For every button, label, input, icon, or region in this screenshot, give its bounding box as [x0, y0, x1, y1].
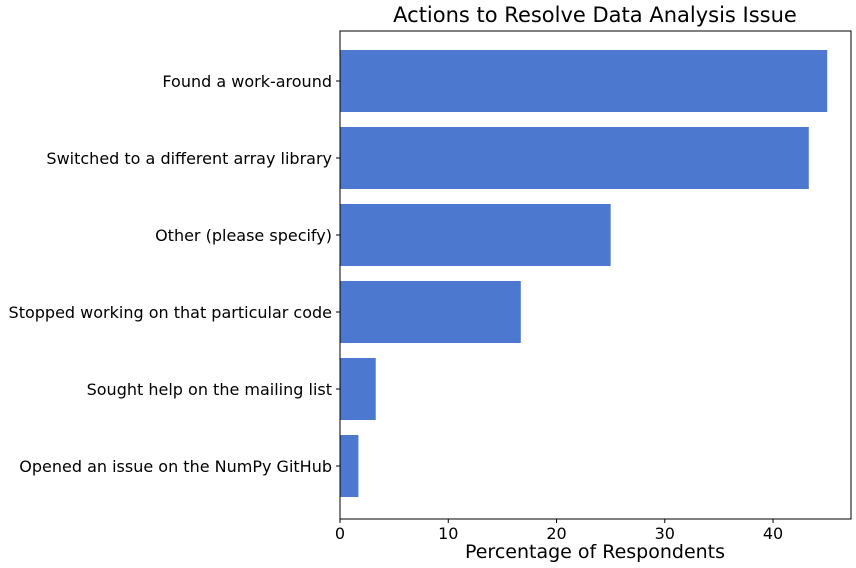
bar [340, 358, 376, 420]
x-axis-title: Percentage of Respondents [465, 541, 725, 563]
category-label: Switched to a different array library [46, 149, 332, 168]
category-label: Sought help on the mailing list [87, 380, 332, 399]
bar [340, 281, 521, 343]
chart-title: Actions to Resolve Data Analysis Issue [393, 3, 797, 27]
bar [340, 435, 359, 497]
bars-group [340, 50, 828, 497]
bar [340, 204, 611, 266]
category-label: Opened an issue on the NumPy GitHub [19, 457, 332, 476]
category-label: Other (please specify) [155, 226, 332, 245]
category-label: Found a work-around [162, 72, 332, 91]
x-axis-ticks: 0 10 20 30 40 [335, 519, 783, 543]
x-tick-label: 0 [335, 524, 345, 543]
bar [340, 50, 828, 112]
bar [340, 127, 809, 189]
x-tick-label: 40 [763, 524, 783, 543]
category-labels: Found a work-around Switched to a differe… [9, 72, 340, 476]
x-tick-label: 20 [546, 524, 566, 543]
plot-frame [339, 30, 852, 520]
x-tick-label: 30 [655, 524, 675, 543]
x-tick-label: 10 [438, 524, 458, 543]
category-label: Stopped working on that particular code [9, 303, 332, 322]
